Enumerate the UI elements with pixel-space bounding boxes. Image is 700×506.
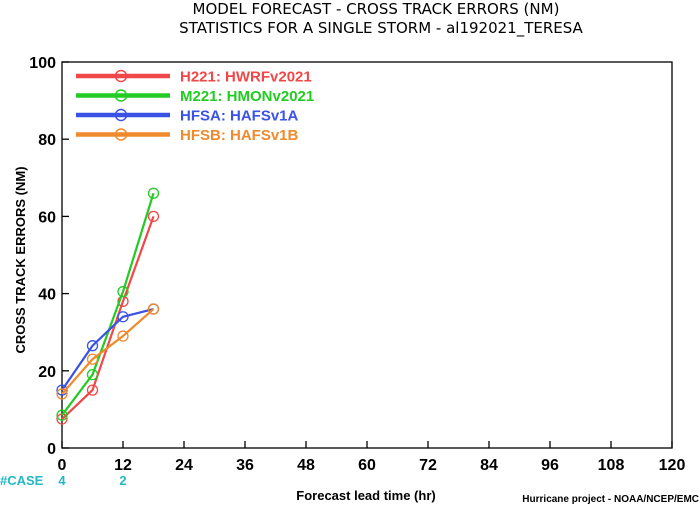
plot-area: 0 12 24 36 48 60 72 84 96 108 120 0 20 40 60 80 100 H221:… — [29, 55, 685, 474]
x-tick-label: 0 — [58, 457, 67, 474]
x-tick-label: 96 — [541, 457, 559, 474]
series-line-3 — [61, 307, 154, 391]
data-point — [117, 286, 129, 298]
legend-marker — [114, 128, 128, 141]
legend-label: HFSB: HAFSv1B — [180, 127, 299, 144]
data-point — [86, 384, 99, 396]
legend-label: H221: HWRFv2021 — [180, 69, 312, 86]
y-tick-label: 100 — [29, 55, 56, 72]
data-point — [117, 311, 129, 323]
y-tick-label: 80 — [38, 132, 56, 149]
data-point — [56, 384, 68, 396]
data-point — [56, 388, 68, 400]
x-tick-label: 72 — [419, 457, 437, 474]
chart-subtitle: STATISTICS FOR A SINGLE STORM - al192021… — [179, 19, 583, 38]
x-tick-label: 108 — [598, 457, 625, 474]
y-axis-label: CROSS TRACK ERRORS (NM) — [13, 166, 28, 353]
legend-marker — [114, 69, 128, 83]
legend-label: M221: HMONv2021 — [180, 88, 314, 105]
x-tick-label: 84 — [480, 457, 498, 474]
x-tick-label: 12 — [114, 457, 132, 474]
case-count-value: 4 — [58, 473, 66, 488]
x-tick-label: 120 — [659, 457, 686, 474]
case-count-label: #CASE — [0, 473, 44, 488]
legend-marker — [114, 89, 128, 102]
y-tick-label: 60 — [38, 209, 56, 226]
data-point — [56, 409, 68, 421]
x-axis-label: Forecast lead time (hr) — [296, 488, 435, 503]
x-tick-label: 60 — [358, 457, 376, 474]
y-tick-label: 40 — [38, 287, 56, 304]
legend-label: HFSA: HAFSv1A — [180, 108, 299, 125]
data-point — [147, 303, 160, 315]
y-tick-label: 20 — [38, 364, 56, 381]
data-point — [117, 330, 129, 342]
plot-frame — [61, 61, 673, 449]
y-tick-label: 0 — [47, 441, 56, 458]
case-count-value: 2 — [119, 473, 126, 488]
data-point — [86, 340, 99, 352]
chart-title: MODEL FORECAST - CROSS TRACK ERRORS (NM) — [193, 0, 560, 18]
x-tick-label: 36 — [236, 457, 254, 474]
x-tick-label: 24 — [175, 457, 193, 474]
data-point — [86, 353, 99, 365]
credit-text: Hurricane project - NOAA/NCEP/EMC — [522, 494, 699, 505]
series-line-1 — [61, 216, 155, 420]
x-tick-label: 48 — [297, 457, 315, 474]
series-line-2 — [61, 192, 155, 416]
legend-marker — [114, 108, 128, 122]
data-point — [147, 210, 160, 223]
series-line-4 — [61, 308, 155, 395]
data-point — [86, 369, 99, 381]
data-point — [147, 187, 160, 199]
